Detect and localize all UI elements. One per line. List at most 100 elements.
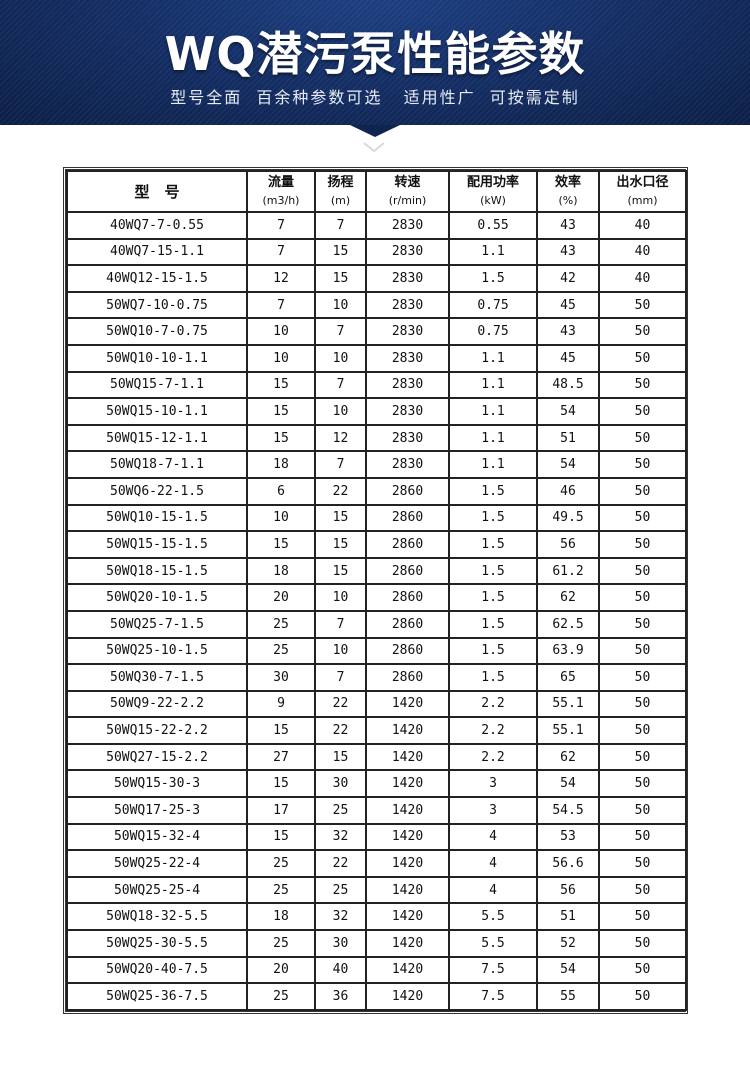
table-cell: 2830 (365, 237, 450, 267)
table-cell: 25 (314, 796, 367, 825)
table-cell: 4 (448, 849, 538, 878)
model-cell: 50WQ20-40-7.5 (66, 955, 248, 985)
table-cell: 2830 (365, 211, 450, 240)
column-label: 扬程 (327, 174, 354, 190)
column-unit: (r/min) (388, 193, 427, 207)
table-cell: 15 (314, 237, 367, 267)
table-cell: 1420 (365, 955, 450, 985)
table-cell: 5.5 (448, 902, 538, 932)
page-subtitle: 型号全面 百余种参数可选 适用性广 可按需定制 (170, 88, 580, 107)
table-cell: 36 (314, 982, 367, 1011)
table-row: 50WQ25-36-7.5 25 36 1420 7.5 55 50 (66, 982, 687, 1011)
table-cell: 22 (314, 476, 367, 506)
column-header: 出水口径 (mm) (598, 170, 687, 213)
table-cell: 2830 (365, 370, 450, 400)
table-cell: 50 (598, 742, 687, 772)
table-row: 50WQ10-15-1.5 10 15 2860 1.5 49.5 50 (66, 503, 687, 533)
table-row: 50WQ15-10-1.1 15 10 2830 1.1 54 50 (66, 397, 687, 426)
header-banner: WQ潜污泵性能参数 型号全面 百余种参数可选 适用性广 可按需定制 (0, 0, 750, 125)
table-cell: 1.1 (448, 423, 538, 453)
table-cell: 10 (314, 290, 367, 320)
table-row: 50WQ18-7-1.1 18 7 2830 1.1 54 50 (66, 450, 687, 479)
model-cell: 40WQ7-7-0.55 (66, 211, 248, 240)
table-cell: 7 (246, 290, 316, 320)
table-cell: 65 (536, 663, 600, 692)
model-cell: 50WQ15-30-3 (66, 769, 248, 799)
table-cell: 7 (246, 211, 316, 240)
table-cell: 50 (598, 822, 687, 852)
table-cell: 15 (246, 397, 316, 426)
model-cell: 50WQ15-7-1.1 (66, 370, 248, 400)
table-row: 40WQ12-15-1.5 12 15 2830 1.5 42 40 (66, 264, 687, 293)
table-cell: 50 (598, 343, 687, 373)
banner-notch (350, 125, 400, 137)
table-cell: 50 (598, 689, 687, 719)
table-cell: 54 (536, 955, 600, 985)
table-row: 50WQ25-7-1.5 25 7 2860 1.5 62.5 50 (66, 609, 687, 639)
table-row: 50WQ25-22-4 25 22 1420 4 56.6 50 (66, 849, 687, 878)
table-cell: 7 (314, 663, 367, 692)
table-cell: 0.75 (448, 317, 538, 346)
table-cell: 0.75 (448, 290, 538, 320)
table-cell: 12 (314, 423, 367, 453)
column-label: 型 号 (134, 182, 180, 201)
table-row: 50WQ15-7-1.1 15 7 2830 1.1 48.5 50 (66, 370, 687, 400)
table-cell: 1.1 (448, 397, 538, 426)
model-cell: 50WQ20-10-1.5 (66, 583, 248, 612)
table-cell: 25 (246, 849, 316, 878)
table-cell: 1.5 (448, 503, 538, 533)
table-cell: 30 (246, 663, 316, 692)
table-cell: 32 (314, 902, 367, 932)
table-cell: 10 (314, 636, 367, 666)
table-cell: 50 (598, 609, 687, 639)
table-row: 50WQ25-25-4 25 25 1420 4 56 50 (66, 875, 687, 905)
table-cell: 2860 (365, 609, 450, 639)
table-cell: 61.2 (536, 556, 600, 586)
table-row: 50WQ6-22-1.5 6 22 2860 1.5 46 50 (66, 476, 687, 506)
column-unit: (mm) (627, 193, 658, 207)
table-header-row: 型 号 流量 (m3/h) 扬程 (m) 转速 (r/min) 配用功率 (kW) 效率 (%) 出水… (66, 170, 687, 213)
model-cell: 50WQ25-10-1.5 (66, 636, 248, 666)
table-row: 50WQ20-10-1.5 20 10 2860 1.5 62 50 (66, 583, 687, 612)
table-cell: 5.5 (448, 929, 538, 958)
table-cell: 50 (598, 397, 687, 426)
table-cell: 56.6 (536, 849, 600, 878)
table-cell: 12 (246, 264, 316, 293)
table-cell: 1.5 (448, 530, 538, 559)
table-cell: 15 (246, 423, 316, 453)
table-cell: 2860 (365, 663, 450, 692)
table-cell: 63.9 (536, 636, 600, 666)
table-cell: 2860 (365, 583, 450, 612)
table-cell: 40 (598, 264, 687, 293)
table-cell: 53 (536, 822, 600, 852)
table-cell: 40 (314, 955, 367, 985)
table-cell: 43 (536, 211, 600, 240)
model-cell: 50WQ10-7-0.75 (66, 317, 248, 346)
model-cell: 50WQ25-30-5.5 (66, 929, 248, 958)
table-cell: 2830 (365, 397, 450, 426)
table-cell: 50 (598, 450, 687, 479)
table-cell: 2.2 (448, 689, 538, 719)
table-cell: 1420 (365, 689, 450, 719)
table-cell: 3 (448, 769, 538, 799)
table-cell: 62 (536, 742, 600, 772)
model-cell: 50WQ30-7-1.5 (66, 663, 248, 692)
table-cell: 1420 (365, 742, 450, 772)
model-cell: 50WQ9-22-2.2 (66, 689, 248, 719)
table-cell: 2830 (365, 290, 450, 320)
table-row: 40WQ7-7-0.55 7 7 2830 0.55 43 40 (66, 211, 687, 240)
table-row: 50WQ18-15-1.5 18 15 2860 1.5 61.2 50 (66, 556, 687, 586)
column-label: 流量 (267, 174, 294, 190)
table-cell: 2830 (365, 450, 450, 479)
model-cell: 50WQ10-15-1.5 (66, 503, 248, 533)
table-cell: 50 (598, 929, 687, 958)
table-cell: 15 (314, 742, 367, 772)
table-row: 50WQ15-15-1.5 15 15 2860 1.5 56 50 (66, 530, 687, 559)
table-cell: 10 (314, 397, 367, 426)
table-cell: 50 (598, 583, 687, 612)
table-cell: 45 (536, 343, 600, 373)
table-cell: 20 (246, 955, 316, 985)
table-cell: 1.5 (448, 609, 538, 639)
table-cell: 25 (246, 929, 316, 958)
table-cell: 25 (246, 982, 316, 1011)
